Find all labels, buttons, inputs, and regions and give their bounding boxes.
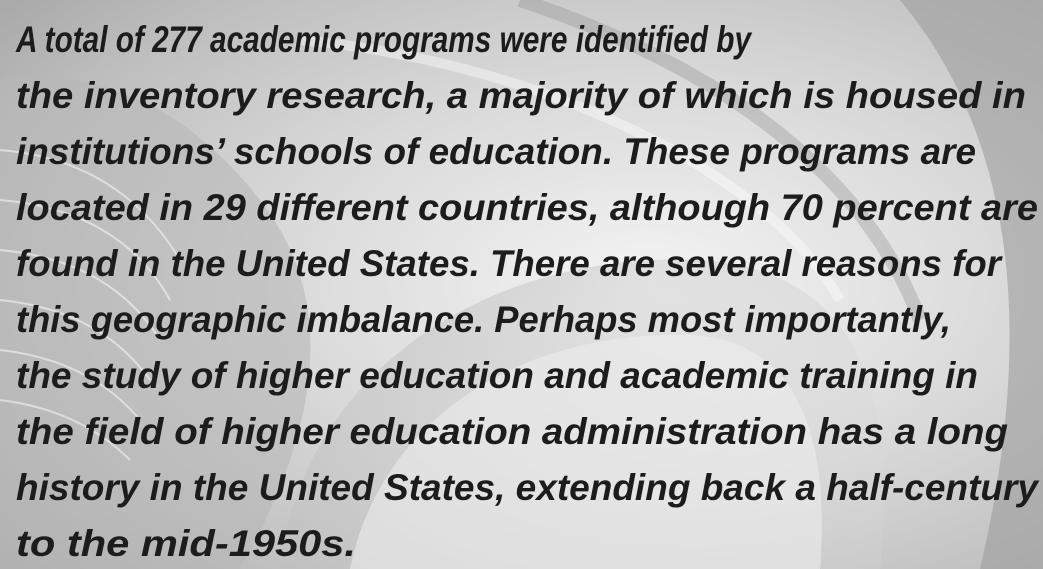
paragraph: A total of 277 academic programs were id… <box>15 19 1040 564</box>
text-line: this geographic imbalance. Perhaps most … <box>16 299 951 340</box>
text-line: history in the United States, extending … <box>16 467 1040 508</box>
text-line: A total of 277 academic programs were id… <box>15 19 753 60</box>
text-line: found in the United States. There are se… <box>16 243 1004 284</box>
text-line: to the mid-1950s. <box>16 523 356 564</box>
text-line: located in 29 different countries, altho… <box>16 187 1038 228</box>
text-line: institutions’ schools of education. Thes… <box>16 131 976 172</box>
text-line: the inventory research, a majority of wh… <box>16 75 1026 116</box>
text-line: the study of higher education and academ… <box>16 355 978 396</box>
text-line: the field of higher education administra… <box>16 411 1008 452</box>
